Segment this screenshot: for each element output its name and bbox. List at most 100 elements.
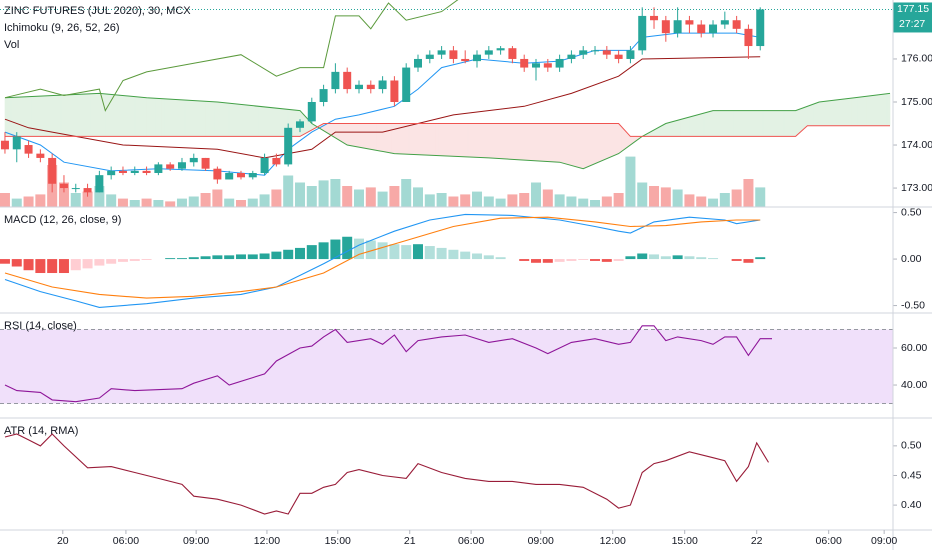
volume-bar (365, 187, 376, 207)
volume-bar (755, 187, 766, 207)
candle-body (650, 15, 659, 21)
candle-body (449, 50, 458, 59)
volume-bar (708, 198, 719, 207)
candle-body (697, 24, 706, 34)
pane-title: ATR (14, RMA) (4, 425, 78, 437)
volume-bar (212, 189, 223, 207)
x-tick-label: 09:00 (871, 535, 897, 547)
candle-body (201, 157, 210, 169)
candle-body (732, 20, 741, 29)
candle-body (95, 175, 104, 193)
x-tick-label: 06:00 (816, 535, 842, 547)
macd-histogram-bar (188, 257, 199, 260)
volume-bar (35, 194, 46, 207)
volume-bar (460, 194, 471, 207)
candle-body (24, 145, 33, 154)
macd-histogram-bar (342, 236, 353, 260)
macd-histogram-bar (353, 238, 364, 260)
rsi-band (0, 329, 893, 404)
y-tick-label: 0.50 (901, 440, 922, 452)
candle-body (591, 50, 600, 52)
candle-body (177, 162, 186, 169)
volume-bar (389, 186, 400, 207)
last-price-box (893, 2, 932, 33)
x-tick-label: 20 (57, 535, 69, 547)
y-tick-label: 0.45 (901, 469, 922, 481)
candle-body (225, 173, 234, 180)
candle-body (213, 168, 222, 180)
candle-body (437, 50, 446, 55)
ichimoku-line (4, 56, 761, 159)
candle-body (0, 140, 9, 150)
candle-body (414, 58, 422, 68)
volume-bar (330, 179, 341, 207)
y-tick-label: 176.00 (901, 53, 932, 65)
volume-bar (165, 201, 176, 207)
volume-bar (660, 187, 671, 207)
candle-body (48, 157, 57, 184)
volume-bar (377, 191, 388, 207)
candle-body (272, 157, 281, 165)
volume-bar (271, 189, 282, 207)
y-tick-label: 0.50 (901, 206, 922, 218)
indicator-line (4, 433, 769, 515)
y-tick-label: 173.00 (901, 182, 932, 194)
x-tick-label: 12:00 (254, 535, 280, 547)
macd-histogram-bar (47, 259, 58, 274)
macd-histogram-bar (141, 259, 152, 260)
macd-histogram-bar (106, 259, 117, 264)
macd-histogram-bar (601, 259, 612, 262)
volume-bar (58, 182, 69, 207)
macd-histogram-bar (259, 253, 270, 260)
volume-bar (82, 191, 93, 207)
x-tick-label: 09:00 (528, 535, 554, 547)
macd-histogram-bar (11, 259, 22, 267)
macd-histogram-bar (413, 244, 423, 260)
volume-bar (578, 198, 589, 207)
countdown-label: 27:27 (899, 18, 925, 30)
candle-body (260, 157, 269, 174)
volume-bar (413, 187, 423, 207)
candle-body (532, 63, 541, 68)
macd-histogram-bar (330, 239, 341, 260)
y-tick-label: 174.00 (901, 139, 932, 151)
candle-body (602, 50, 611, 55)
macd-histogram-bar (235, 254, 246, 260)
macd-histogram-bar (389, 244, 400, 260)
candle-body (508, 48, 517, 59)
volume-bar (436, 193, 447, 207)
macd-histogram-bar (743, 259, 754, 263)
ichimoku-line (4, 32, 761, 176)
volume-bar (531, 182, 542, 207)
volume-bar (23, 196, 34, 207)
volume-bar (342, 186, 353, 207)
candle-body (284, 127, 293, 165)
candle-body (673, 20, 682, 34)
macd-histogram-bar (637, 253, 648, 260)
macd-histogram-bar (294, 247, 305, 260)
volume-bar (519, 193, 530, 207)
volume-bar (743, 179, 754, 207)
candle-body (402, 67, 411, 102)
macd-histogram-bar (58, 259, 69, 274)
macd-histogram-bar (247, 254, 258, 260)
x-tick-label: 06:00 (113, 535, 139, 547)
macd-histogram-bar (176, 258, 187, 260)
candle-body (638, 15, 647, 51)
volume-bar (188, 196, 199, 207)
chart-title: ZINC FUTURES (JUL 2020), 30, MCX (4, 5, 191, 17)
candle-body (661, 20, 670, 34)
volume-bar (448, 196, 459, 207)
volume-bar (672, 189, 683, 207)
candle-body (484, 50, 493, 55)
x-tick-label: 06:00 (458, 535, 484, 547)
volume-bar (306, 186, 317, 207)
volume-bar (507, 194, 518, 207)
candle-body (189, 157, 198, 163)
macd-histogram-bar (23, 259, 34, 271)
volume-bar (247, 198, 258, 207)
volume-bar (637, 182, 648, 207)
volume-bar (129, 200, 140, 207)
